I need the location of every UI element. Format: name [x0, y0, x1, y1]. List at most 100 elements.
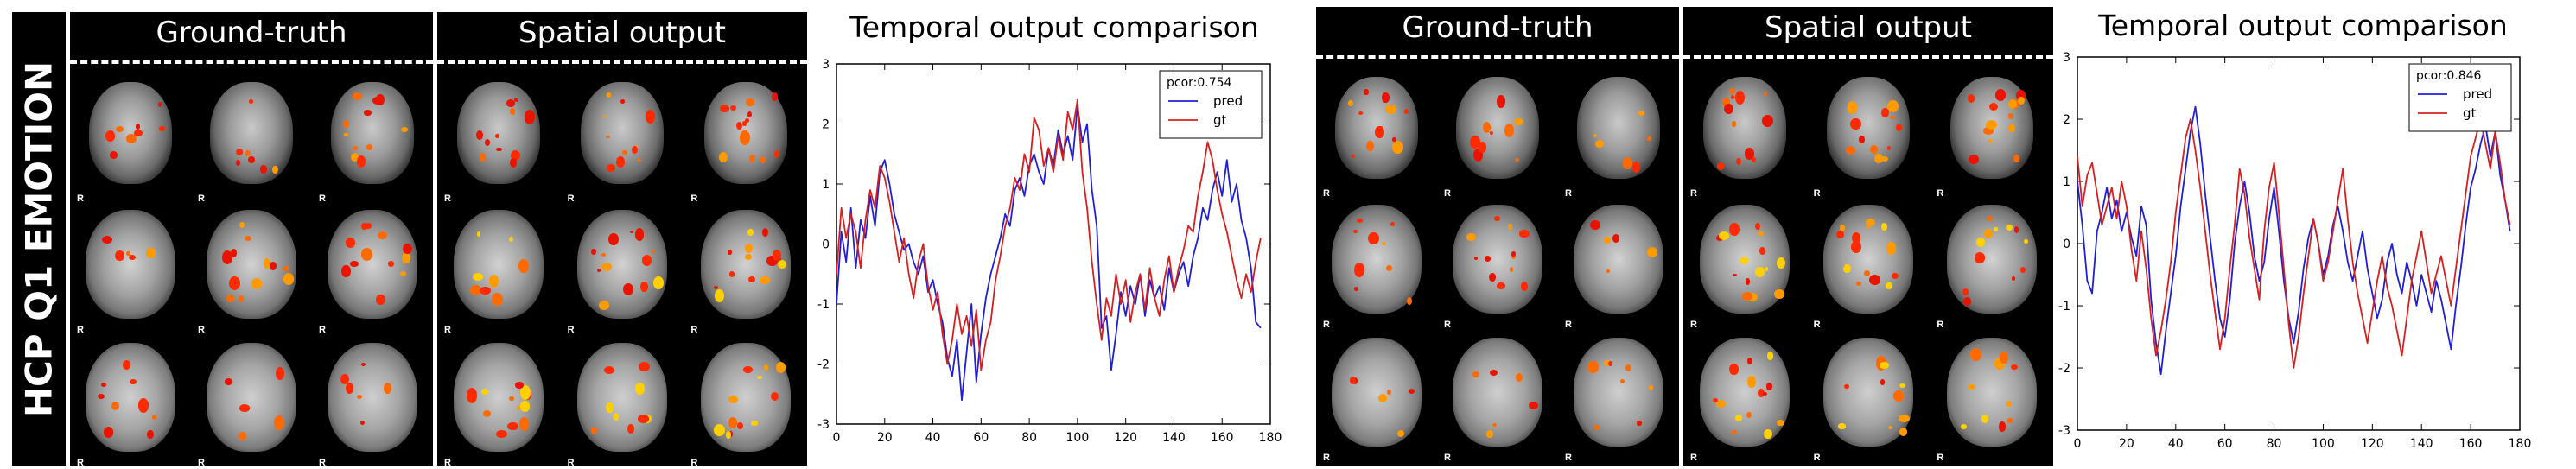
- activation-spot: [129, 254, 136, 260]
- x-tick-label: 100: [2312, 437, 2335, 451]
- activation-spot: [1390, 221, 1396, 226]
- activation-spot: [772, 92, 779, 101]
- panel-title: Spatial output: [1764, 10, 1972, 45]
- activation-spot: [1987, 215, 1994, 221]
- activation-spot: [1838, 423, 1846, 429]
- activation-spot: [1350, 154, 1355, 158]
- activation-spot: [1587, 360, 1599, 374]
- brain-slice: [328, 343, 417, 452]
- activation-spot: [1472, 371, 1479, 378]
- activation-spot: [239, 222, 245, 228]
- activation-spot: [1377, 394, 1387, 403]
- activation-spot: [1595, 140, 1605, 149]
- activation-spot: [272, 166, 278, 174]
- activation-spot: [1975, 238, 1986, 247]
- activation-spot: [239, 295, 245, 302]
- orientation-marker: R: [1937, 320, 1944, 330]
- brain-slice: [1574, 338, 1663, 447]
- activation-spot: [1622, 157, 1632, 169]
- activation-spot: [1478, 141, 1487, 153]
- activation-spot: [480, 286, 491, 295]
- legend-box: [2408, 63, 2512, 132]
- activation-spot: [1638, 111, 1645, 116]
- activation-spot: [402, 251, 410, 264]
- activation-spot: [482, 410, 492, 417]
- activation-spot: [2013, 154, 2019, 162]
- activation-spot: [1968, 93, 1975, 103]
- activation-spot: [757, 376, 763, 380]
- activation-spot: [1406, 296, 1413, 306]
- activation-spot: [2007, 417, 2014, 424]
- dashed-divider: [70, 60, 433, 64]
- activation-spot: [1381, 241, 1386, 246]
- activation-spot: [638, 415, 650, 424]
- activation-spot: [495, 134, 499, 139]
- brain-slice: [1700, 338, 1790, 447]
- orientation-marker: R: [319, 458, 326, 466]
- panel-title: Ground-truth: [1402, 10, 1593, 45]
- activation-spot: [1496, 282, 1505, 289]
- spatial-output-panel-2: Spatial output R R R R R R R R R: [1683, 7, 2053, 466]
- y-tick-label: 3: [2063, 51, 2070, 65]
- activation-spot: [627, 423, 635, 434]
- activation-spot: [775, 362, 786, 374]
- activation-spot: [1514, 158, 1519, 162]
- activation-spot: [1347, 99, 1353, 106]
- activation-spot: [1766, 383, 1773, 390]
- activation-spot: [652, 276, 664, 289]
- x-tick-label: 120: [2361, 437, 2384, 451]
- activation-spot: [601, 253, 606, 257]
- y-tick-label: -3: [2058, 424, 2070, 438]
- row-label: HCP Q1 EMOTION: [12, 12, 66, 466]
- brain-slice: [1827, 77, 1910, 179]
- activation-spot: [361, 248, 372, 262]
- activation-spot: [359, 421, 365, 426]
- activation-spot: [1356, 218, 1364, 223]
- activation-spot: [590, 427, 597, 434]
- activation-spot: [111, 402, 120, 411]
- activation-spot: [743, 365, 754, 374]
- series-line-gt: [2077, 118, 2511, 369]
- activation-spot: [615, 156, 626, 168]
- activation-spot: [239, 404, 250, 412]
- legend-label: pred: [2463, 86, 2492, 102]
- activation-spot: [714, 424, 725, 436]
- activation-spot: [1375, 126, 1384, 138]
- temporal-chart-1: 0 20 40 60 80 100 120 140 160 180 -3 -2 -1 0 1 2 3 pcor:0…: [817, 58, 1282, 445]
- activation-spot: [634, 228, 645, 241]
- activation-spot: [2010, 364, 2019, 371]
- activation-spot: [718, 152, 728, 163]
- activation-spot: [282, 266, 289, 272]
- activation-spot: [2006, 400, 2013, 407]
- y-tick-label: -2: [817, 358, 830, 372]
- brain-slice: [1453, 205, 1542, 314]
- activation-spot: [1731, 429, 1738, 434]
- brain-slice: [1456, 77, 1539, 179]
- activation-spot: [1984, 229, 1994, 238]
- activation-spot: [1721, 97, 1731, 108]
- activation-spot: [1891, 273, 1899, 280]
- activation-spot: [759, 276, 770, 285]
- activation-spot: [1604, 360, 1610, 367]
- y-tick-label: 3: [822, 58, 830, 72]
- orientation-marker: R: [567, 458, 575, 466]
- activation-spot: [1724, 103, 1734, 115]
- activation-spot: [2007, 113, 2013, 119]
- activation-spot: [729, 271, 735, 277]
- activation-spot: [1729, 87, 1735, 94]
- activation-spot: [399, 271, 406, 277]
- activation-spot: [620, 99, 626, 104]
- activation-spot: [613, 413, 619, 421]
- activation-spot: [2016, 89, 2026, 102]
- activation-spot: [1490, 130, 1494, 136]
- activation-spot: [1758, 388, 1765, 398]
- activation-spot: [777, 259, 787, 269]
- brain-slice: [581, 82, 664, 184]
- activation-spot: [1848, 101, 1858, 114]
- activation-spot: [1382, 92, 1390, 103]
- x-tick-label: 40: [2168, 437, 2184, 451]
- activation-spot: [506, 99, 515, 108]
- orientation-marker: R: [1813, 453, 1821, 463]
- activation-spot: [236, 149, 244, 155]
- activation-spot: [746, 98, 754, 106]
